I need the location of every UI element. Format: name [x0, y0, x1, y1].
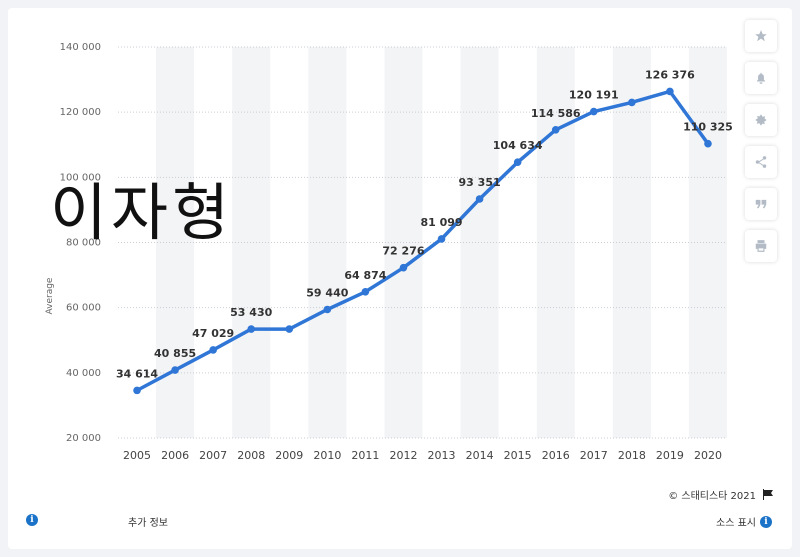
- data-point[interactable]: [513, 158, 522, 167]
- data-point[interactable]: [589, 107, 598, 116]
- cite-button[interactable]: [745, 188, 777, 220]
- data-label: 47 029: [192, 327, 234, 340]
- settings-button[interactable]: [745, 104, 777, 136]
- data-point[interactable]: [475, 195, 484, 203]
- y-tick-label: 80 000: [66, 238, 101, 249]
- star-icon: [755, 30, 767, 42]
- x-tick-label: 2017: [580, 449, 608, 462]
- share-icon: [755, 156, 767, 168]
- source-link-label: 소스 표시: [716, 518, 756, 529]
- quote-icon: [755, 199, 767, 209]
- x-tick-label: 2014: [466, 449, 494, 462]
- copyright: © 스태티스타 2021: [668, 487, 774, 502]
- y-tick-label: 40 000: [66, 368, 101, 379]
- print-icon: [755, 240, 767, 252]
- data-point[interactable]: [361, 287, 370, 296]
- x-tick-label: 2012: [389, 449, 417, 462]
- source-link[interactable]: 소스 표시 i: [716, 514, 772, 529]
- notification-button[interactable]: [745, 62, 777, 94]
- data-point[interactable]: [666, 87, 674, 96]
- x-tick-label: 2007: [199, 449, 227, 462]
- x-tick-label: 2015: [504, 449, 532, 462]
- print-button[interactable]: [745, 230, 777, 262]
- data-label: 93 351: [459, 176, 501, 189]
- data-label: 64 874: [344, 269, 386, 282]
- info-button[interactable]: i: [26, 514, 38, 526]
- data-label: 59 440: [306, 286, 348, 299]
- x-tick-label: 2009: [275, 449, 303, 462]
- x-tick-label: 2020: [694, 449, 722, 462]
- data-point[interactable]: [704, 139, 712, 148]
- flag-icon[interactable]: [762, 489, 774, 500]
- data-label: 72 276: [382, 245, 424, 258]
- data-label: 120 191: [569, 89, 619, 102]
- x-tick-label: 2010: [313, 449, 341, 462]
- x-tick-label: 2019: [656, 449, 684, 462]
- column-band: [232, 47, 271, 438]
- x-tick-label: 2011: [351, 449, 379, 462]
- data-point[interactable]: [285, 325, 294, 333]
- data-label: 81 099: [420, 216, 462, 229]
- x-tick-label: 2006: [161, 449, 189, 462]
- data-point[interactable]: [247, 325, 256, 333]
- data-label: 126 376: [645, 68, 695, 81]
- y-tick-label: 100 000: [60, 172, 101, 183]
- y-tick-label: 20 000: [66, 433, 101, 444]
- series-line: [135, 89, 710, 393]
- x-tick-label: 2018: [618, 449, 646, 462]
- data-label: 110 325: [683, 121, 733, 134]
- data-point[interactable]: [399, 263, 408, 272]
- gear-icon: [755, 114, 767, 126]
- info-icon: i: [26, 514, 38, 526]
- data-label: 40 855: [154, 347, 196, 360]
- data-label: 53 430: [230, 306, 272, 319]
- x-tick-label: 2005: [123, 449, 151, 462]
- y-tick-label: 140 000: [60, 42, 101, 53]
- data-point[interactable]: [133, 386, 141, 395]
- x-tick-label: 2016: [542, 449, 570, 462]
- chart-toolbar: [745, 20, 779, 272]
- bell-icon: [756, 72, 766, 84]
- y-tick-label: 60 000: [66, 303, 101, 314]
- y-axis-title: Average: [45, 277, 55, 314]
- additional-info-link[interactable]: 추가 정보: [128, 518, 168, 529]
- data-label: 104 634: [493, 139, 543, 152]
- data-point[interactable]: [171, 366, 179, 374]
- data-point[interactable]: [628, 98, 636, 107]
- source-info-icon: i: [760, 515, 772, 528]
- x-tick-label: 2008: [237, 449, 265, 462]
- column-band: [688, 47, 727, 438]
- copyright-text: © 스태티스타 2021: [668, 491, 756, 502]
- column-band: [536, 47, 575, 438]
- data-point[interactable]: [437, 235, 446, 243]
- x-tick-label: 2013: [428, 449, 456, 462]
- data-point[interactable]: [323, 305, 332, 314]
- data-point[interactable]: [551, 126, 560, 134]
- favorite-button[interactable]: [745, 20, 777, 52]
- data-point[interactable]: [209, 346, 217, 354]
- data-label: 114 586: [531, 107, 581, 120]
- share-button[interactable]: [745, 146, 777, 178]
- data-label: 34 614: [116, 367, 158, 380]
- y-tick-label: 120 000: [60, 107, 101, 118]
